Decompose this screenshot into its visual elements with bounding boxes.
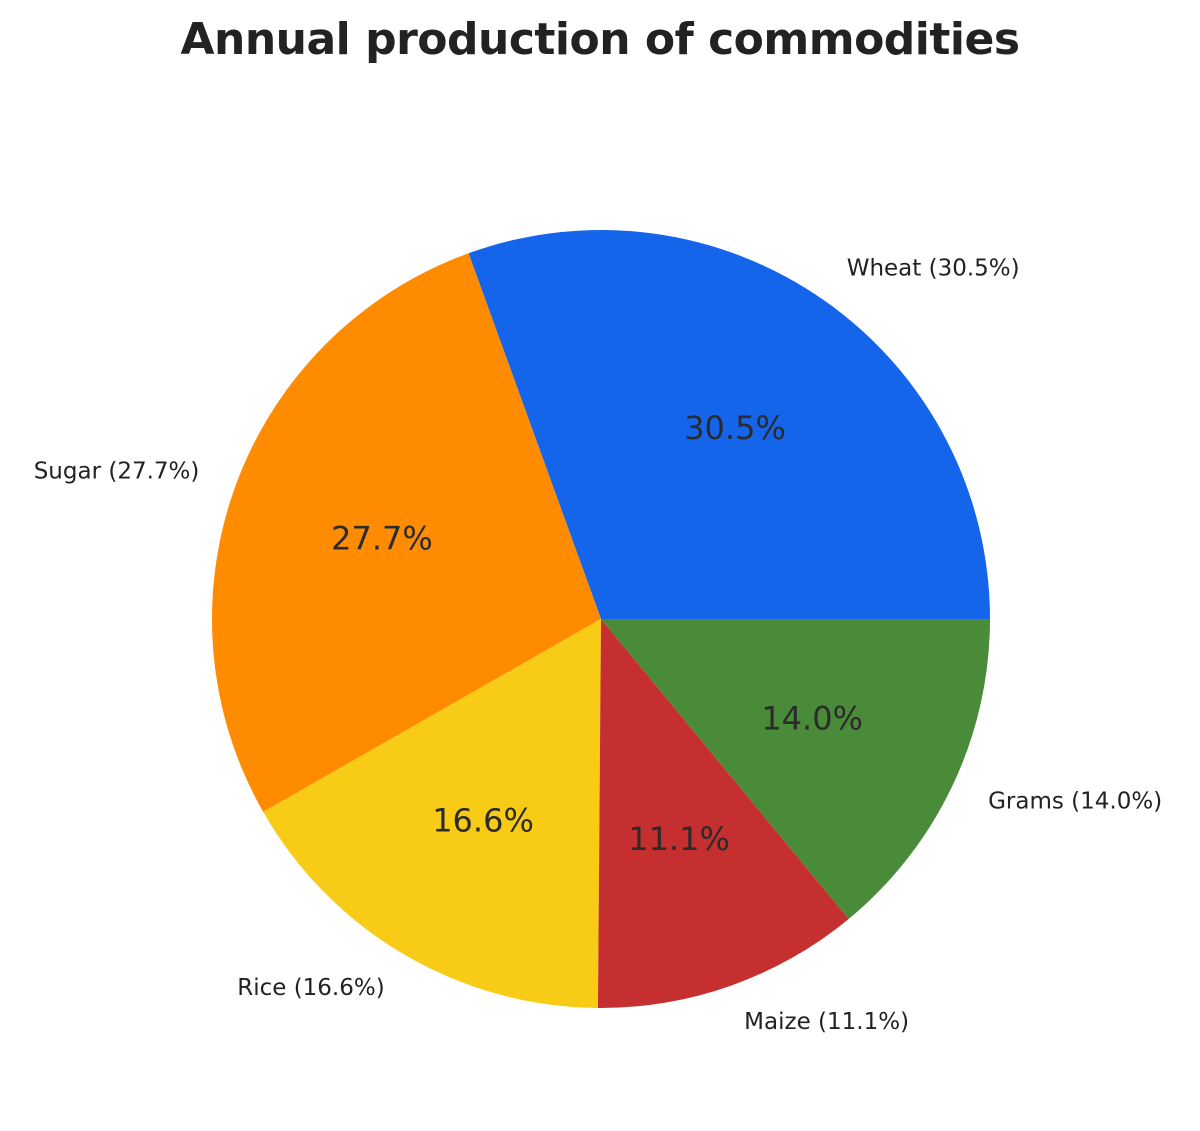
pct-label-rice: 16.6% [432,801,534,839]
chart-title: Annual production of commodities [180,14,1020,65]
slice-label-maize: Maize (11.1%) [744,1009,909,1035]
slice-labels: Wheat (30.5%) Sugar (27.7%) Rice (16.6%) Ma… [34,256,1162,1036]
pct-label-wheat: 30.5% [684,409,786,447]
pie-slice-grams [601,619,990,919]
slice-label-wheat: Wheat (30.5%) [847,256,1020,282]
pct-label-maize: 11.1% [628,820,730,858]
pie-slice-wheat [468,229,991,620]
pie-slice-rice [263,619,601,1008]
slice-label-rice: Rice (16.6%) [237,975,385,1001]
pct-label-grams: 14.0% [761,699,863,737]
pie-slice-sugar [211,253,601,812]
percentage-labels: 30.5% 27.7% 16.6% 11.1% 14.0% [331,409,863,858]
slice-label-grams: Grams (14.0%) [988,788,1162,814]
slice-label-sugar: Sugar (27.7%) [34,458,200,484]
pct-label-sugar: 27.7% [331,519,433,557]
pie-slice-maize [597,619,849,1008]
pie-slices [211,229,991,1008]
